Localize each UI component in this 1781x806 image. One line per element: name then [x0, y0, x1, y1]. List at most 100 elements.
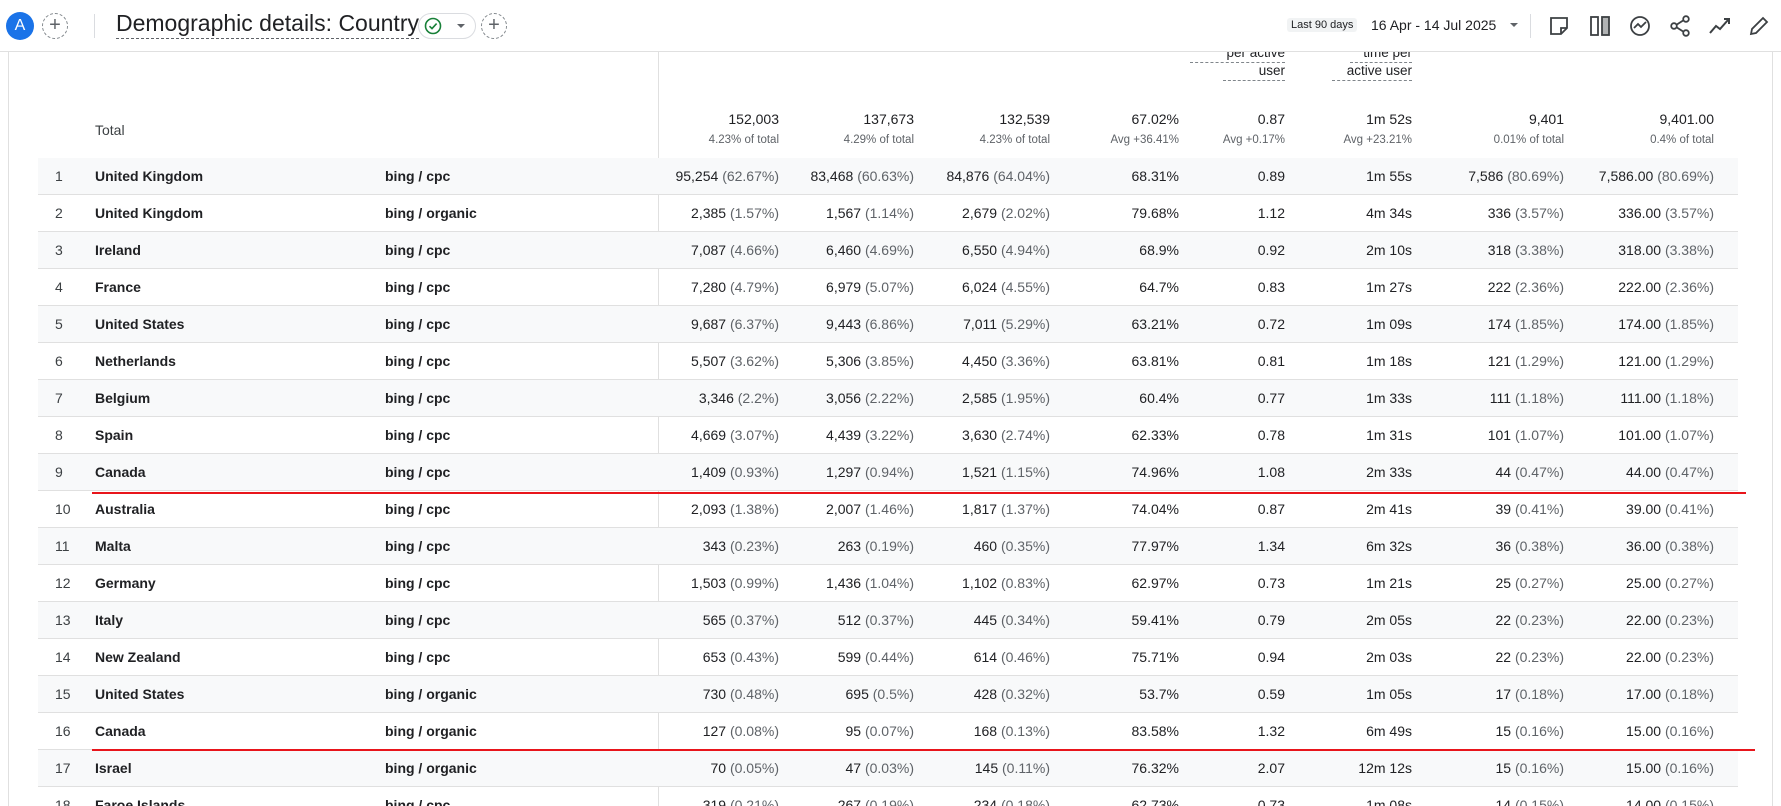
metric-cell: 2m 33s: [1366, 464, 1412, 480]
table-row[interactable]: 4 France bing / cpc 7,280 (4.79%) 6,979 (5.0…: [38, 269, 1738, 306]
metric-cell: 62.97%: [1132, 575, 1179, 591]
date-chevron-down-icon[interactable]: [1508, 19, 1520, 31]
insights-icon[interactable]: [1627, 13, 1653, 39]
metric-percent: (0.05%): [729, 760, 779, 776]
notes-icon[interactable]: [1546, 13, 1572, 39]
metric-value: 1,102: [962, 575, 998, 591]
table-row[interactable]: 7 Belgium bing / cpc 3,346 (2.2%) 3,056 (2.2…: [38, 380, 1738, 417]
metric-cell: 428 (0.32%): [974, 686, 1050, 702]
table-row[interactable]: 8 Spain bing / cpc 4,669 (3.07%) 4,439 (3.22…: [38, 417, 1738, 454]
metric-cell: 0.87: [1258, 501, 1285, 517]
metric-value: 7,586: [1468, 168, 1504, 184]
column-header-engagement-time[interactable]: time per: [1350, 52, 1412, 63]
metric-cell: 1m 05s: [1366, 686, 1412, 702]
metric-cell: 263 (0.19%): [838, 538, 914, 554]
edit-icon[interactable]: [1746, 13, 1772, 39]
metric-value: 1m 09s: [1366, 316, 1412, 332]
country-cell[interactable]: United Kingdom: [95, 168, 204, 184]
metric-value: 22: [1495, 649, 1512, 665]
country-cell[interactable]: Canada: [95, 464, 146, 480]
country-cell[interactable]: United States: [95, 316, 185, 332]
country-cell[interactable]: Italy: [95, 612, 124, 628]
metric-value: 9,687: [691, 316, 727, 332]
metric-percent: (2.36%): [1514, 279, 1564, 295]
compare-icon[interactable]: [1587, 13, 1613, 39]
table-row[interactable]: 18 Faroe Islands bing / cpc 319 (0.21%) 267 …: [38, 787, 1738, 806]
metric-value: 4,450: [962, 353, 998, 369]
table-row[interactable]: 12 Germany bing / cpc 1,503 (0.99%) 1,436 (1…: [38, 565, 1738, 602]
metric-value: 15.00: [1626, 723, 1662, 739]
metric-percent: (2.74%): [1000, 427, 1050, 443]
metric-percent: (80.69%): [1507, 168, 1564, 184]
metric-cell: 0.79: [1258, 612, 1285, 628]
table-row[interactable]: 13 Italy bing / cpc 565 (0.37%) 512 (0.37%) 4…: [38, 602, 1738, 639]
metric-percent: (3.07%): [729, 427, 779, 443]
table-row[interactable]: 3 Ireland bing / cpc 7,087 (4.66%) 6,460 (4.…: [38, 232, 1738, 269]
metric-cell: 7,280 (4.79%): [691, 279, 779, 295]
country-cell[interactable]: Belgium: [95, 390, 151, 406]
metric-cell: 1,817 (1.37%): [962, 501, 1050, 517]
table-row[interactable]: 14 New Zealand bing / cpc 653 (0.43%) 599 (0…: [38, 639, 1738, 676]
table-row[interactable]: 9 Canada bing / cpc 1,409 (0.93%) 1,297 (0.9…: [38, 454, 1738, 491]
account-avatar[interactable]: A: [6, 12, 34, 40]
metric-value: 1,409: [691, 464, 727, 480]
table-row[interactable]: 1 United Kingdom bing / cpc 95,254 (62.67%)…: [38, 158, 1738, 195]
country-cell[interactable]: France: [95, 279, 141, 295]
page-title[interactable]: Demographic details: Country: [116, 10, 419, 39]
row-index: 4: [55, 279, 63, 295]
country-cell[interactable]: United States: [95, 686, 185, 702]
country-cell[interactable]: Netherlands: [95, 353, 176, 369]
column-header-views-per-user-line2[interactable]: user: [1223, 62, 1285, 81]
metric-cell: 3,346 (2.2%): [699, 390, 779, 406]
source-medium-cell: bing / cpc: [385, 464, 451, 480]
metric-percent: (6.37%): [729, 316, 779, 332]
metric-value: 0.72: [1257, 316, 1285, 332]
table-row[interactable]: 11 Malta bing / cpc 343 (0.23%) 263 (0.19%) 4…: [38, 528, 1738, 565]
metric-percent: (1.38%): [729, 501, 779, 517]
metric-value: 174: [1487, 316, 1512, 332]
metric-cell: 336 (3.57%): [1488, 205, 1564, 221]
metric-value: 0.94: [1257, 649, 1285, 665]
country-cell[interactable]: Israel: [95, 760, 132, 776]
date-preset-label: Last 90 days: [1287, 18, 1358, 32]
table-row[interactable]: 5 United States bing / cpc 9,687 (6.37%) 9,4…: [38, 306, 1738, 343]
table-row[interactable]: 10 Australia bing / cpc 2,093 (1.38%) 2,007 …: [38, 491, 1738, 528]
country-cell[interactable]: Germany: [95, 575, 156, 591]
source-medium-cell: bing / cpc: [385, 390, 451, 406]
trend-icon[interactable]: [1707, 13, 1733, 39]
metric-cell: 47 (0.03%): [846, 760, 915, 776]
metric-value: 7,586.00: [1598, 168, 1654, 184]
metric-value: 44.00: [1626, 464, 1662, 480]
column-header-views-per-user[interactable]: per active: [1190, 52, 1285, 63]
metric-value: 1m 08s: [1366, 797, 1412, 806]
metric-percent: (3.22%): [864, 427, 914, 443]
column-header-engagement-time-line2[interactable]: active user: [1332, 62, 1412, 81]
metric-value: 3,346: [698, 390, 734, 406]
add-report-icon[interactable]: +: [481, 13, 507, 39]
add-comparison-icon[interactable]: +: [42, 13, 68, 39]
country-cell[interactable]: New Zealand: [95, 649, 181, 665]
country-cell[interactable]: Faroe Islands: [95, 797, 186, 806]
metric-value: 2,093: [691, 501, 727, 517]
share-icon[interactable]: [1667, 13, 1693, 39]
country-cell[interactable]: Ireland: [95, 242, 141, 258]
country-cell[interactable]: Canada: [95, 723, 146, 739]
table-row[interactable]: 16 Canada bing / organic 127 (0.08%) 95 (0.0…: [38, 713, 1738, 750]
country-cell[interactable]: Malta: [95, 538, 131, 554]
source-medium-cell: bing / cpc: [385, 501, 451, 517]
metric-percent: (4.79%): [729, 279, 779, 295]
row-index: 18: [55, 797, 71, 806]
report-status-dropdown[interactable]: [418, 13, 476, 39]
metric-value: 168: [973, 723, 998, 739]
country-cell[interactable]: Australia: [95, 501, 155, 517]
table-row[interactable]: 6 Netherlands bing / cpc 5,507 (3.62%) 5,306…: [38, 343, 1738, 380]
table-row[interactable]: 17 Israel bing / organic 70 (0.05%) 47 (0.03…: [38, 750, 1738, 787]
table-row[interactable]: 2 United Kingdom bing / organic 2,385 (1.57…: [38, 195, 1738, 232]
table-row[interactable]: 15 United States bing / organic 730 (0.48%)…: [38, 676, 1738, 713]
metric-percent: (0.07%): [864, 723, 914, 739]
date-range-picker[interactable]: 16 Apr - 14 Jul 2025: [1371, 17, 1497, 33]
country-cell[interactable]: United Kingdom: [95, 205, 204, 221]
total-subtext: Avg +36.41%: [1110, 134, 1179, 146]
country-cell[interactable]: Spain: [95, 427, 134, 443]
metric-percent: (0.19%): [864, 797, 914, 806]
